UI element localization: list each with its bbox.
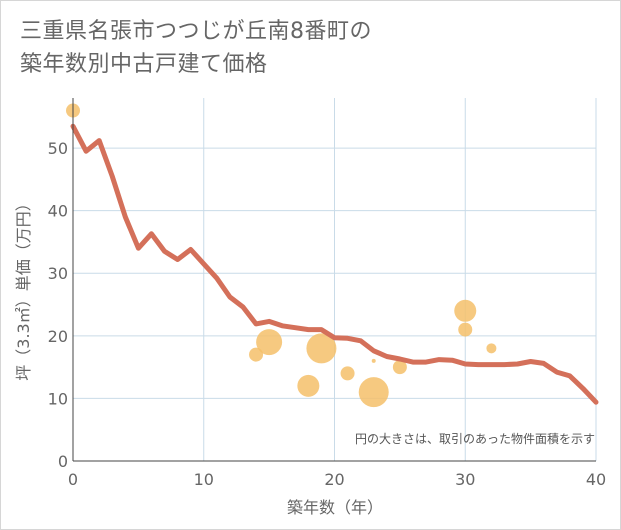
x-axis-label: 築年数（年）: [287, 498, 383, 517]
price-line-series: [70, 123, 599, 405]
y-tick-label: 20: [48, 327, 68, 346]
y-tick-label: 40: [48, 202, 68, 221]
y-tick-label: 0: [58, 452, 68, 471]
bubble-point: [486, 343, 497, 354]
x-tick-label: 20: [324, 470, 344, 489]
price-line: [70, 123, 599, 405]
grid-lines: [73, 98, 597, 461]
x-tick-label: 0: [68, 470, 78, 489]
tick-labels: 0 10 20 30 40 0 10 20 30 40 50: [48, 139, 607, 489]
bubble-point: [306, 333, 337, 364]
bubble-point: [358, 377, 389, 408]
bubble-point: [454, 299, 477, 322]
x-tick-label: 10: [194, 470, 214, 489]
axes: [72, 98, 596, 462]
chart-title-line-1: 三重県名張市つつじが丘南8番町の: [20, 19, 372, 44]
chart-title: 三重県名張市つつじが丘南8番町の 築年数別中古戸建て価格: [20, 15, 372, 81]
y-tick-label: 50: [48, 139, 68, 158]
bubble-point: [458, 322, 473, 337]
bubble-point: [256, 329, 283, 356]
chart-title-line-2: 築年数別中古戸建て価格: [20, 52, 268, 77]
x-tick-label: 40: [586, 470, 606, 489]
y-axis-label: 坪（3.3㎡）単価（万円）: [14, 195, 33, 380]
bubble-size-note: 円の大きさは、取引のあった物件面積を示す: [355, 431, 595, 446]
y-tick-label: 10: [48, 389, 68, 408]
y-tick-label: 30: [48, 264, 68, 283]
bubble-point: [392, 360, 407, 375]
bubble-point: [340, 366, 355, 381]
bubble-point: [371, 358, 376, 363]
bubble-point: [297, 374, 320, 397]
x-tick-label: 30: [455, 470, 475, 489]
bubble-series: [66, 103, 497, 408]
bubble-point: [249, 347, 264, 362]
